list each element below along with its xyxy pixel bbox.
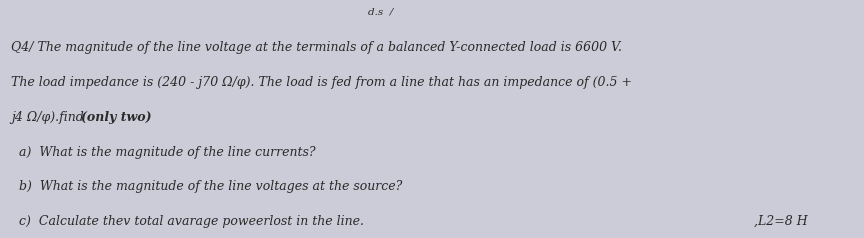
Text: j4 Ω/φ).find: j4 Ω/φ).find bbox=[11, 111, 88, 124]
Text: c)  Calculate thev total avarage poweerlost in the line.: c) Calculate thev total avarage poweerlo… bbox=[19, 215, 364, 228]
Text: d.s  /: d.s / bbox=[367, 7, 393, 16]
Text: ,L2=8 H: ,L2=8 H bbox=[754, 215, 808, 228]
Text: (only two): (only two) bbox=[81, 111, 152, 124]
Text: The load impedance is (240 - j70 Ω/φ). The load is fed from a line that has an i: The load impedance is (240 - j70 Ω/φ). T… bbox=[11, 76, 632, 89]
Text: a)  What is the magnitude of the line currents?: a) What is the magnitude of the line cur… bbox=[19, 146, 315, 159]
Text: Q4/ The magnitude of the line voltage at the terminals of a balanced Y-connected: Q4/ The magnitude of the line voltage at… bbox=[11, 41, 622, 54]
Text: b)  What is the magnitude of the line voltages at the source?: b) What is the magnitude of the line vol… bbox=[19, 180, 403, 193]
